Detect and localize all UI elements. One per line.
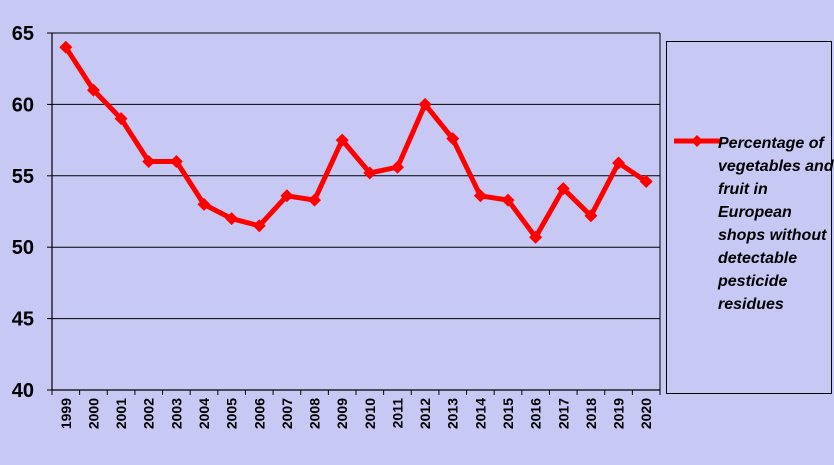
- data-point-marker: [280, 189, 294, 203]
- data-point-marker: [612, 156, 626, 170]
- data-point-marker: [390, 160, 404, 174]
- x-tick-label: 2005: [224, 398, 240, 429]
- x-tick-label: 2014: [472, 398, 488, 429]
- data-point-marker: [363, 166, 377, 180]
- x-tick-label: 2012: [417, 398, 433, 429]
- x-tick-label: 2016: [528, 398, 544, 429]
- axes: [47, 32, 661, 395]
- data-point-marker: [86, 83, 100, 97]
- x-tick-label: 2006: [251, 398, 267, 429]
- plot-area: [52, 33, 660, 390]
- data-point-marker: [501, 193, 515, 207]
- y-axis-tick-labels: 40 45 50 55 60 65: [12, 23, 34, 402]
- x-tick-label: 2003: [168, 398, 184, 429]
- y-tick-label: 65: [12, 23, 34, 45]
- y-tick-label: 45: [12, 309, 34, 331]
- data-point-marker: [529, 230, 543, 244]
- x-tick-label: 1999: [58, 398, 74, 429]
- y-tick-label: 60: [12, 94, 34, 116]
- legend-series-swatch: [674, 135, 720, 147]
- x-tick-label: 2019: [611, 398, 627, 429]
- x-tick-label: 2013: [445, 398, 461, 429]
- x-tick-label: 2018: [583, 398, 599, 429]
- legend-marker-sample: [691, 135, 703, 147]
- y-tick-label: 55: [12, 166, 34, 188]
- x-tick-label: 2017: [555, 398, 571, 429]
- x-tick-label: 2002: [141, 398, 157, 429]
- data-point-marker: [556, 182, 570, 196]
- data-point-marker: [114, 112, 128, 126]
- data-point-marker: [59, 40, 73, 54]
- data-point-marker: [446, 132, 460, 146]
- y-tick-label: 40: [12, 380, 34, 402]
- x-tick-label: 2015: [500, 398, 516, 429]
- data-point-marker: [225, 212, 239, 226]
- legend-series-label: Percentage of vegetables and fruit in Eu…: [718, 135, 834, 313]
- data-point-marker: [169, 155, 183, 169]
- data-point-marker: [418, 97, 432, 111]
- x-tick-label: 2020: [638, 398, 654, 429]
- data-series: [59, 40, 653, 244]
- x-axis-tick-labels: 1999 2000 2001 2002 2003 2004 2005 2006 2007 2008…: [58, 398, 654, 429]
- data-point-marker: [197, 197, 211, 211]
- data-point-marker: [584, 209, 598, 223]
- data-point-marker: [473, 189, 487, 203]
- x-tick-label: 2004: [196, 398, 212, 429]
- y-tick-label: 50: [12, 237, 34, 259]
- data-point-marker: [335, 133, 349, 147]
- gridlines: [52, 32, 660, 320]
- x-tick-label: 2010: [362, 398, 378, 429]
- x-tick-label: 2001: [113, 398, 129, 429]
- x-tick-label: 2007: [279, 398, 295, 429]
- data-point-marker: [252, 219, 266, 233]
- legend: Percentage of vegetables and fruit in Eu…: [666, 41, 834, 394]
- data-point-marker: [142, 155, 156, 169]
- series-line: [63, 44, 649, 240]
- x-tick-label: 2008: [307, 398, 323, 429]
- data-point-marker: [308, 193, 322, 207]
- x-tick-label: 2011: [389, 398, 405, 429]
- x-tick-label: 2000: [85, 398, 101, 429]
- x-tick-label: 2009: [334, 398, 350, 429]
- data-point-marker: [639, 175, 653, 189]
